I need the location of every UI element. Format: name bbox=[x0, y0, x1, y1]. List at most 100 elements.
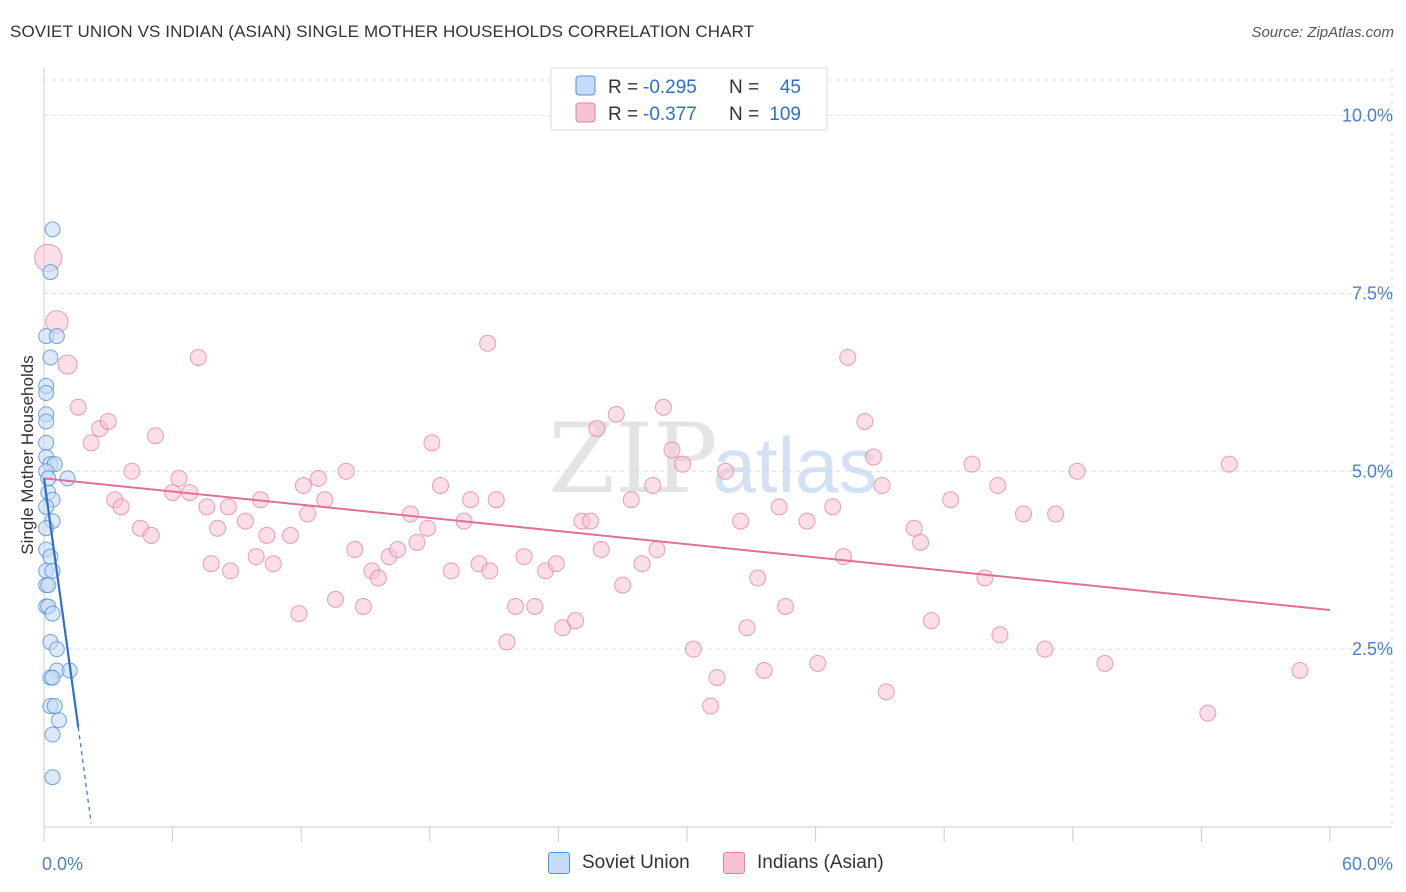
indians-asian-point bbox=[654, 398, 672, 416]
indians-asian-point bbox=[877, 683, 895, 701]
indians-asian-point bbox=[777, 597, 795, 615]
indians-asian-point bbox=[294, 477, 312, 495]
x-tick-label-min: 0.0% bbox=[42, 854, 83, 874]
legend-label-indians-asian: Indians (Asian) bbox=[757, 852, 884, 873]
y-tick-label: 10.0% bbox=[1342, 106, 1393, 126]
soviet-union-point bbox=[48, 328, 65, 345]
soviet-union-point bbox=[59, 470, 76, 487]
series-legend: Soviet Union Indians (Asian) bbox=[0, 850, 1406, 880]
indians-asian-point bbox=[219, 498, 237, 516]
indians-asian-point bbox=[316, 491, 334, 509]
indians-asian-point bbox=[170, 469, 188, 487]
x-tick-label-max: 60.0% bbox=[1342, 854, 1393, 874]
legend-r-value-2: -0.377 bbox=[643, 104, 697, 125]
indians-asian-point bbox=[554, 619, 572, 637]
trend-lines bbox=[42, 477, 1331, 824]
indians-asian-point bbox=[299, 505, 317, 523]
y-tick-label: 5.0% bbox=[1352, 461, 1393, 481]
indians-asian-point bbox=[770, 498, 788, 516]
indians-asian-point bbox=[633, 555, 651, 573]
indians-asian-point bbox=[526, 597, 544, 615]
trend-line-indians-asian bbox=[43, 477, 1331, 612]
indians-asian-point bbox=[755, 661, 773, 679]
legend-r-label-1: R = bbox=[608, 77, 638, 98]
indians-asian-point bbox=[481, 562, 499, 580]
indians-asian-point bbox=[1047, 505, 1065, 523]
indians-asian-point bbox=[976, 569, 994, 587]
indians-asian-point bbox=[99, 412, 117, 430]
indians-asian-point bbox=[354, 597, 372, 615]
indians-asian-point bbox=[236, 512, 254, 530]
indians-asian-point bbox=[708, 669, 726, 687]
indians-asian-point bbox=[221, 562, 239, 580]
soviet-union-point bbox=[51, 712, 68, 729]
indians-asian-point bbox=[142, 526, 160, 544]
indians-asian-point bbox=[209, 519, 227, 537]
indians-asian-point bbox=[507, 597, 525, 615]
indians-asian-point bbox=[369, 569, 387, 587]
soviet-union-point bbox=[42, 349, 59, 366]
indians-asian-points bbox=[34, 243, 1309, 722]
indians-asian-point bbox=[442, 562, 460, 580]
legend-item-indians-asian: Indians (Asian) bbox=[723, 852, 884, 874]
indians-asian-point bbox=[873, 477, 891, 495]
indians-asian-point bbox=[1220, 455, 1238, 473]
indians-asian-point bbox=[423, 434, 441, 452]
indians-asian-point bbox=[547, 555, 565, 573]
chart-title: SOVIET UNION VS INDIAN (ASIAN) SINGLE MO… bbox=[10, 22, 755, 41]
y-tick-label: 7.5% bbox=[1352, 283, 1393, 303]
legend-n-label-1: N = bbox=[729, 77, 759, 98]
indians-asian-point bbox=[419, 519, 437, 537]
indians-asian-point bbox=[189, 348, 207, 366]
legend-swatch-indians bbox=[575, 102, 596, 123]
indians-asian-point bbox=[648, 541, 666, 559]
legend-n-value-1: 45 bbox=[780, 77, 801, 98]
indians-asian-point bbox=[607, 405, 625, 423]
legend-item-soviet-union: Soviet Union bbox=[548, 852, 690, 874]
soviet-union-point bbox=[44, 726, 61, 743]
indians-asian-point bbox=[479, 334, 497, 352]
legend-swatch-soviet bbox=[575, 75, 596, 96]
indians-asian-point bbox=[592, 541, 610, 559]
indians-asian-point bbox=[922, 612, 940, 630]
indians-asian-point bbox=[942, 491, 960, 509]
soviet-union-point bbox=[44, 605, 61, 622]
indians-asian-point bbox=[1291, 661, 1309, 679]
indians-asian-point bbox=[989, 477, 1007, 495]
indians-asian-point bbox=[498, 633, 516, 651]
indians-asian-point bbox=[1199, 704, 1217, 722]
indians-asian-point bbox=[738, 619, 756, 637]
indians-asian-point bbox=[644, 477, 662, 495]
indians-asian-point bbox=[582, 512, 600, 530]
indians-asian-point bbox=[622, 491, 640, 509]
y-axis-label: Single Mother Households bbox=[18, 355, 37, 554]
indians-asian-point bbox=[1015, 505, 1033, 523]
indians-asian-point bbox=[432, 477, 450, 495]
indians-asian-point bbox=[809, 654, 827, 672]
indians-asian-point bbox=[337, 462, 355, 480]
indians-asian-point bbox=[146, 427, 164, 445]
indians-asian-point bbox=[281, 526, 299, 544]
indians-asian-point bbox=[346, 541, 364, 559]
indians-asian-point bbox=[905, 519, 923, 537]
indians-asian-point bbox=[588, 420, 606, 438]
indians-asian-point bbox=[69, 398, 87, 416]
indians-asian-point bbox=[326, 590, 344, 608]
indians-asian-point bbox=[264, 555, 282, 573]
gridlines bbox=[44, 68, 1393, 827]
x-tick-labels: 0.0% 60.0% bbox=[42, 854, 1393, 874]
soviet-union-point bbox=[46, 698, 63, 715]
indians-asian-point bbox=[258, 526, 276, 544]
indians-asian-point bbox=[824, 498, 842, 516]
indians-asian-point bbox=[702, 697, 720, 715]
indians-asian-point bbox=[963, 455, 981, 473]
soviet-union-point bbox=[38, 413, 55, 430]
indians-asian-point bbox=[991, 626, 1009, 644]
source-label: Source: ZipAtlas.com bbox=[1251, 24, 1394, 41]
soviet-union-point bbox=[40, 577, 57, 594]
indians-asian-point bbox=[462, 491, 480, 509]
indians-asian-point bbox=[1036, 640, 1054, 658]
legend-label-soviet-union: Soviet Union bbox=[582, 852, 690, 873]
indians-asian-point bbox=[1068, 462, 1086, 480]
